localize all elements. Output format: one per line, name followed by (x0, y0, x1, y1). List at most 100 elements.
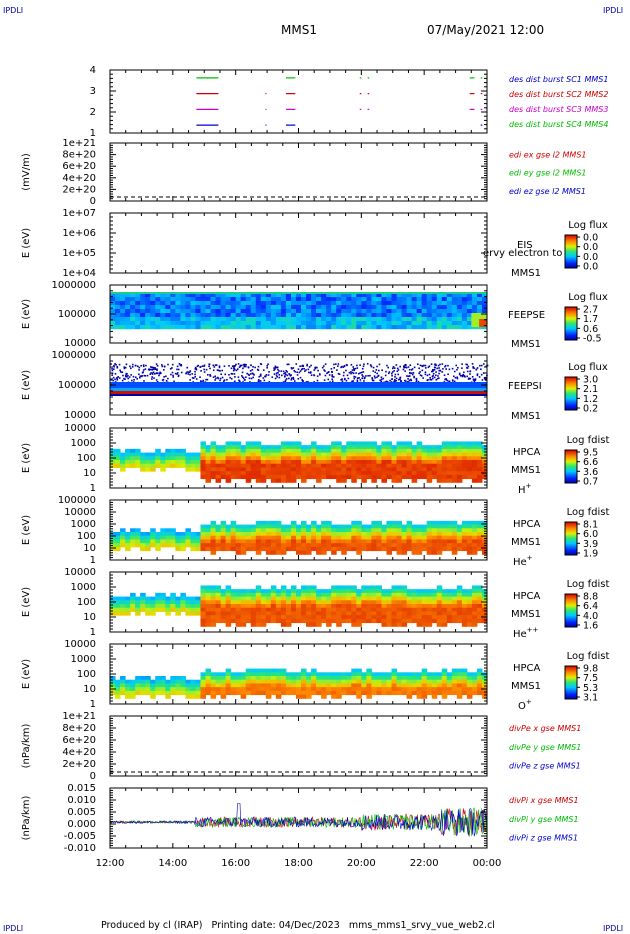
spectrogram-cell (436, 317, 443, 322)
spectrogram-cell (215, 448, 222, 454)
spectrogram-cell (466, 532, 473, 537)
spectrogram-cell (456, 683, 463, 688)
spectrogram-cell (260, 596, 267, 601)
spectrogram-cell (180, 546, 186, 552)
spectrogram-cell (311, 622, 317, 627)
spectrogram-cell (125, 301, 131, 306)
spectrogram-dot (233, 373, 236, 375)
spectrogram-cell (441, 668, 448, 673)
y-tick-label: 1000 (71, 582, 96, 593)
spectrogram-cell (371, 474, 377, 480)
spectrogram-cell (175, 452, 181, 457)
spectrogram-dot (407, 366, 410, 368)
spectrogram-dot (274, 368, 276, 370)
spectrogram-cell (311, 585, 317, 590)
spectrogram-dot (228, 374, 230, 376)
spectrogram-cell (210, 694, 217, 699)
spectrogram-cell (115, 687, 121, 692)
spectrogram-cell (481, 607, 488, 612)
spectrogram-cell (245, 478, 252, 483)
spectrogram-cell (316, 305, 322, 310)
spectrogram-cell (361, 690, 367, 696)
spectrogram-cell (426, 687, 433, 692)
spectrogram-cell (436, 448, 443, 454)
spectrogram-cell (270, 546, 277, 552)
spectrogram-cell (125, 690, 131, 696)
spectrogram-cell (240, 694, 247, 699)
spectrogram-dot (145, 364, 147, 367)
spectrogram-cell (260, 611, 267, 616)
spectrogram-cell (180, 460, 186, 465)
spectrogram-cell (351, 456, 357, 461)
spectrogram-cell (426, 301, 433, 306)
spectrogram-dot (466, 363, 468, 366)
spectrogram-cell (316, 297, 322, 302)
colorbar (564, 306, 578, 341)
spectrogram-cell (431, 607, 438, 612)
spectrogram-dot (466, 375, 469, 378)
spectrogram-cell (210, 679, 217, 684)
spectrogram-cell (170, 325, 176, 330)
spectrogram-cell (260, 456, 267, 461)
spectrogram-cell (401, 317, 408, 322)
spectrogram-cell (316, 679, 322, 684)
spectrogram-cell (396, 474, 403, 480)
spectrogram-cell (326, 325, 332, 330)
spectrogram-cell (200, 441, 207, 446)
spectrogram-cell (180, 456, 186, 461)
spectrogram-cell (366, 585, 372, 590)
spectrogram-cell (255, 325, 262, 330)
spectrogram-cell (396, 305, 403, 310)
spectrogram-cell (250, 463, 257, 468)
spectrogram-cell (306, 460, 312, 465)
spectrogram-dot (153, 377, 155, 379)
spectrogram-cell (371, 679, 377, 684)
spectrogram-cell (331, 471, 337, 476)
spectrogram-cell (230, 607, 237, 612)
spectrogram-dot (341, 378, 343, 380)
spectrogram-cell (175, 321, 181, 326)
spectrogram-cell (205, 604, 212, 609)
spectrogram-cell (466, 452, 473, 457)
spectrogram-cell (336, 452, 342, 457)
spectrogram-cell (351, 543, 357, 548)
spectrogram-dot (292, 378, 295, 380)
spectrogram-cell (411, 445, 418, 450)
spectrogram-cell (321, 321, 327, 326)
spectrogram-cell (205, 293, 212, 298)
spectrogram-cell (366, 463, 372, 468)
spectrogram-cell (150, 683, 156, 688)
spectrogram-cell (290, 478, 297, 483)
spectrogram-dot (174, 372, 177, 375)
spectrogram-cell (295, 467, 302, 472)
spectrogram-dot (191, 377, 194, 379)
spectrogram-cell (170, 600, 176, 605)
spectrogram-cell (441, 615, 448, 620)
spectrogram-cell (270, 585, 277, 590)
spectrogram-cell (406, 467, 413, 472)
spectrogram-dot (376, 372, 378, 375)
spectrogram-cell (481, 618, 488, 624)
spectrogram-cell (275, 679, 282, 684)
spectrogram-dot (240, 364, 243, 367)
spectrogram-cell (421, 460, 428, 465)
spectrogram-cell (336, 309, 342, 314)
spectrogram-cell (240, 690, 247, 696)
spectrogram-dot (273, 367, 275, 369)
spectrogram-cell (195, 317, 201, 322)
spectrogram-cell (416, 532, 423, 537)
spectrogram-cell (135, 676, 141, 681)
spectrogram-cell (466, 676, 473, 681)
spectrogram-cell (110, 317, 116, 322)
spectrogram-dot (237, 363, 240, 365)
spectrogram-dot (245, 376, 247, 378)
spectrogram-cell (361, 604, 367, 609)
spectrogram-cell (180, 305, 186, 310)
spectrogram-cell (175, 596, 181, 601)
spectrogram-cell (301, 543, 307, 548)
spectrogram-dot (130, 367, 132, 370)
spectrogram-cell (336, 687, 342, 692)
spectrogram-cell (175, 325, 181, 330)
spectrogram-cell (346, 596, 352, 601)
spectrogram-dot (436, 367, 438, 370)
